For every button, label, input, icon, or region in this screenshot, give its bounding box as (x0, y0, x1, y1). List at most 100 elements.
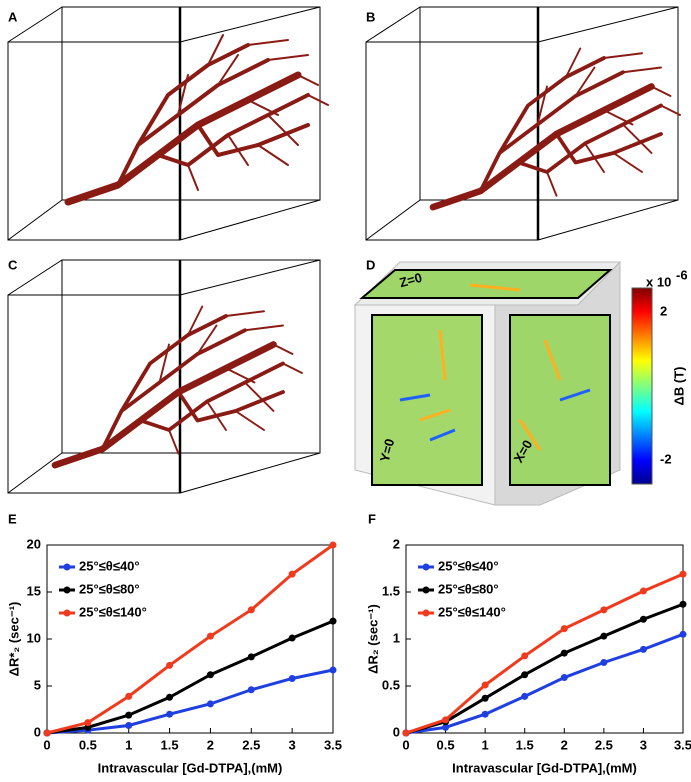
legend-marker (63, 609, 71, 617)
data-point (247, 606, 255, 614)
legend-marker (63, 586, 71, 594)
x-tick-label: 0.5 (437, 737, 455, 752)
y-tick-label: 10 (27, 630, 41, 645)
legend-label: 25°≤θ≤80° (438, 581, 499, 596)
x-tick-label: 0 (402, 737, 409, 752)
data-point (679, 630, 687, 638)
x-axis-label: Intravascular [Gd-DTPA],(mM) (98, 760, 283, 775)
data-point (560, 649, 568, 657)
face-label: Y=0 (377, 437, 398, 464)
series-line (46, 543, 334, 735)
field-cube: Z=0 Y=0 X=0 x 10 -6 2 -2 ΔB (T) (353, 260, 688, 506)
panel-label: E (8, 511, 17, 526)
data-point (329, 541, 337, 549)
data-point (600, 632, 608, 640)
x-tick-label: 0.5 (79, 737, 97, 752)
data-point (125, 692, 133, 700)
face-label: Z=0 (398, 270, 424, 290)
x-tick-label: 2.5 (595, 737, 613, 752)
legend-label: 25°≤θ≤80° (79, 581, 140, 596)
y-tick-label: 0 (34, 724, 41, 739)
data-point (288, 634, 296, 642)
colorbar-exponent: -6 (676, 267, 688, 282)
data-point (166, 710, 174, 718)
data-point (639, 645, 647, 653)
legend-label: 25°≤θ≤140° (438, 604, 506, 619)
panel-label: D (366, 257, 375, 272)
x-tick-label: 3 (289, 737, 296, 752)
x-tick-label: 1 (482, 737, 489, 752)
y-axis-label: ΔR₂ (sec⁻¹) (365, 604, 380, 674)
data-point (639, 615, 647, 623)
vessel-rendering (364, 5, 680, 242)
x-tick-label: 1 (125, 737, 132, 752)
data-point (521, 671, 529, 679)
data-point (125, 711, 133, 719)
data-point (600, 606, 608, 614)
y-tick-label: 0.5 (382, 677, 400, 692)
y-tick-label: 5 (34, 677, 41, 692)
data-point (206, 632, 214, 640)
y-tick-label: 20 (27, 536, 41, 551)
x-tick-label: 2.5 (242, 737, 260, 752)
data-point (402, 729, 410, 737)
data-point (288, 570, 296, 578)
x-tick-label: 3.5 (324, 737, 342, 752)
series-line (405, 572, 684, 735)
data-point (166, 693, 174, 701)
panel-label: C (8, 257, 18, 272)
data-point (481, 681, 489, 689)
x-tick-label: 3 (640, 737, 647, 752)
data-point (247, 686, 255, 694)
y-axis-label: ΔR*₂ (sec⁻¹) (6, 602, 21, 677)
data-point (639, 587, 647, 595)
vessel-rendering (6, 258, 322, 495)
colorbar-label: ΔB (T) (671, 367, 686, 406)
colorbar-tick: 2 (660, 303, 667, 318)
data-point (329, 617, 337, 625)
legend-label: 25°≤θ≤140° (79, 604, 147, 619)
data-point (125, 721, 133, 729)
colorbar-tick: -2 (660, 451, 672, 466)
x-axis-label: Intravascular [Gd-DTPA],(mM) (452, 760, 637, 775)
data-point (600, 659, 608, 666)
legend-marker (63, 563, 71, 571)
legend-label: 25°≤θ≤40° (438, 558, 499, 573)
data-point (166, 661, 174, 669)
series-line (46, 668, 334, 735)
y-tick-label: 2 (393, 536, 400, 551)
x-tick-label: 3.5 (674, 737, 691, 752)
data-point (43, 729, 51, 737)
data-point (84, 719, 92, 727)
series-line (46, 619, 334, 735)
x-tick-label: 1.5 (516, 737, 534, 752)
data-point (481, 694, 489, 702)
series-line (405, 602, 684, 735)
data-point (560, 674, 568, 682)
panel-label: B (366, 9, 375, 24)
data-point (329, 666, 337, 674)
legend-marker (422, 563, 430, 571)
data-point (206, 700, 214, 708)
y-tick-label: 1.5 (382, 583, 400, 598)
x-tick-label: 0 (43, 737, 50, 752)
x-tick-label: 2 (561, 737, 568, 752)
data-point (679, 570, 687, 578)
x-tick-label: 1.5 (161, 737, 179, 752)
data-point (560, 625, 568, 633)
y-tick-label: 15 (27, 583, 41, 598)
vessel-rendering (6, 5, 328, 242)
data-point (247, 653, 255, 661)
data-point (442, 723, 450, 731)
data-point (521, 692, 529, 700)
data-point (481, 710, 489, 718)
data-point (521, 652, 529, 660)
data-point (442, 716, 450, 724)
panel-label: F (368, 511, 376, 526)
series-line (405, 632, 684, 735)
x-tick-label: 2 (207, 737, 214, 752)
panel-label: A (8, 9, 18, 24)
y-tick-label: 0 (393, 724, 400, 739)
data-point (288, 674, 296, 682)
